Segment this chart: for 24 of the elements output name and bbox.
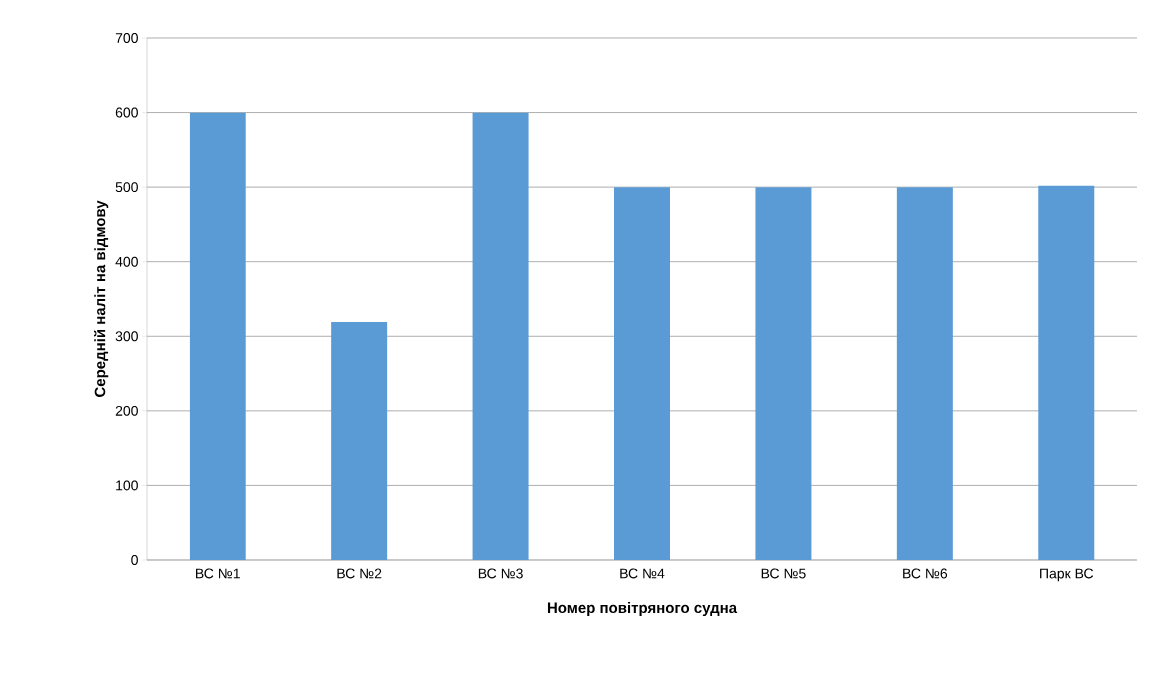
bar — [614, 187, 670, 560]
y-tick-label: 400 — [115, 256, 138, 267]
y-tick-label: 200 — [115, 405, 138, 416]
x-tick-label: ВС №3 — [478, 568, 523, 579]
y-tick-label: 300 — [115, 331, 138, 342]
y-tick-label: 600 — [115, 107, 138, 118]
y-tick-label: 0 — [131, 555, 138, 565]
x-tick-label: ВС №6 — [903, 568, 948, 579]
bar — [755, 187, 812, 560]
x-axis-title: Номер повітряного судна — [547, 602, 738, 617]
x-tick-label: ВС №2 — [337, 568, 382, 579]
bar — [1038, 185, 1095, 560]
x-tick-label: ВС №5 — [761, 568, 806, 579]
bar — [472, 112, 529, 560]
y-tick-label: 700 — [115, 33, 138, 43]
bar — [331, 322, 388, 560]
bar — [896, 187, 953, 560]
x-tick-label: ВС №4 — [620, 568, 665, 579]
x-tick-label: ВС №1 — [196, 568, 240, 579]
y-axis-title: Середній наліт на відмову — [93, 200, 109, 397]
x-tick-label: Парк ВС — [1040, 568, 1094, 582]
y-tick-label: 500 — [115, 182, 138, 193]
y-tick-label: 100 — [116, 480, 138, 491]
bar — [189, 112, 246, 560]
